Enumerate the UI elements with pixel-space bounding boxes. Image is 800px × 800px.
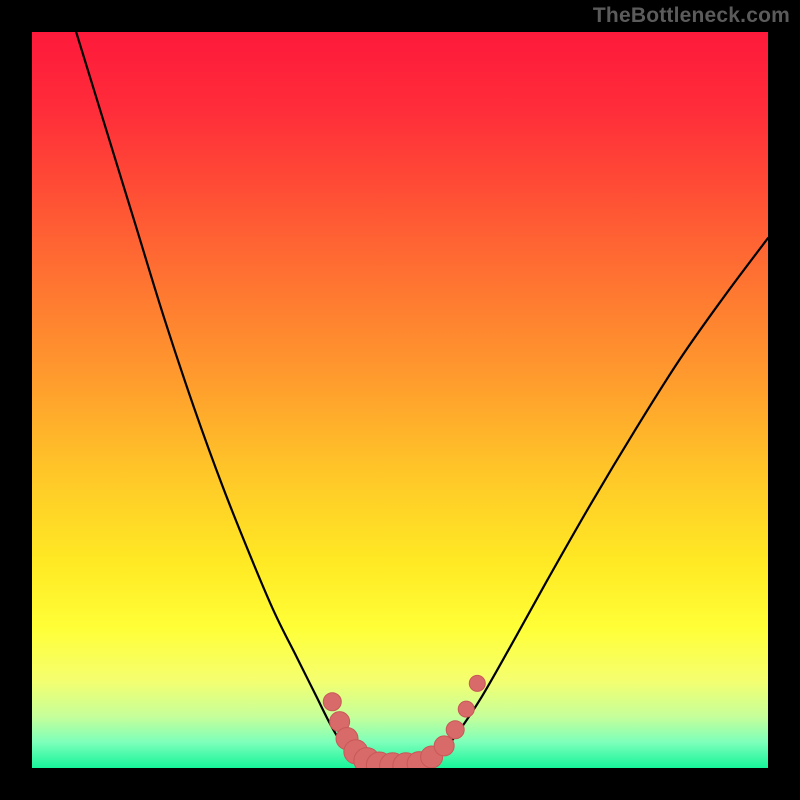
chart-canvas: TheBottleneck.com: [0, 0, 800, 800]
plot-gradient-background: [32, 32, 768, 768]
trough-marker: [446, 721, 464, 739]
curve-chart-svg: [0, 0, 800, 800]
trough-marker: [323, 693, 341, 711]
trough-marker: [469, 675, 485, 691]
trough-marker: [434, 736, 454, 756]
trough-marker: [458, 701, 474, 717]
watermark-text: TheBottleneck.com: [593, 4, 790, 28]
